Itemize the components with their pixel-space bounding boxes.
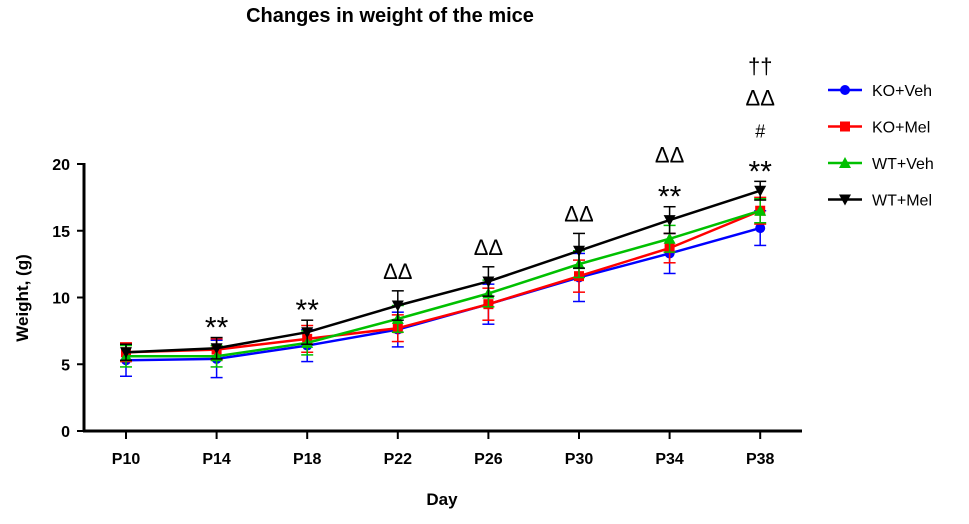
- legend-label: KO+Mel: [872, 120, 930, 137]
- data-point: [754, 185, 767, 197]
- data-point: [301, 327, 314, 339]
- data-point: [839, 194, 851, 206]
- series-WT+Mel: [120, 180, 767, 361]
- significance-annotation: **: [749, 155, 773, 188]
- y-axis-label: Weight, (g): [13, 254, 32, 342]
- x-tick-label: P14: [202, 451, 231, 468]
- legend-item: KO+Mel: [828, 120, 930, 137]
- significance-annotation: ΔΔ: [474, 235, 504, 260]
- significance-annotation: **: [658, 181, 682, 214]
- significance-annotation: ††: [748, 53, 772, 78]
- data-point: [840, 85, 850, 95]
- significance-annotation: #: [755, 121, 765, 141]
- significance-annotation: ΔΔ: [383, 259, 413, 284]
- significance-annotation: **: [205, 312, 229, 345]
- legend-item: WT+Mel: [828, 193, 932, 210]
- data-point: [573, 245, 585, 257]
- legend-item: KO+Veh: [828, 83, 932, 100]
- x-tick-label: P34: [655, 451, 684, 468]
- legend-label: WT+Veh: [872, 156, 934, 173]
- data-point: [755, 223, 766, 234]
- x-tick-label: P26: [474, 451, 503, 468]
- x-tick-label: P30: [565, 451, 594, 468]
- chart-title: Changes in weight of the mice: [246, 5, 534, 27]
- data-point: [482, 276, 495, 288]
- series-line: [125, 209, 761, 354]
- significance-annotation: ΔΔ: [746, 85, 776, 110]
- legend-label: KO+Veh: [872, 83, 932, 100]
- data-point: [663, 215, 676, 227]
- y-tick-label: 15: [52, 224, 70, 241]
- significance-annotation: ΔΔ: [564, 201, 594, 226]
- data-point: [210, 343, 223, 355]
- y-tick-label: 5: [61, 357, 70, 374]
- series-line: [126, 209, 761, 358]
- x-tick-label: P22: [384, 451, 413, 468]
- significance-annotation: ΔΔ: [655, 143, 685, 168]
- x-tick-label: P38: [746, 451, 775, 468]
- data-point: [754, 204, 767, 216]
- legend-item: WT+Veh: [828, 156, 934, 173]
- x-axis-label: Day: [426, 490, 458, 509]
- data-point: [840, 121, 850, 132]
- data-point: [120, 347, 132, 359]
- x-tick-label: P10: [112, 451, 141, 468]
- x-tick-label: P18: [293, 451, 322, 468]
- significance-annotation: **: [296, 294, 320, 327]
- y-tick-label: 20: [52, 157, 70, 174]
- y-tick-label: 0: [61, 424, 70, 441]
- series-line: [125, 189, 761, 354]
- y-tick-label: 10: [52, 291, 70, 308]
- data-point: [663, 232, 676, 244]
- data-point: [391, 300, 404, 312]
- legend-label: WT+Mel: [872, 193, 932, 210]
- data-point: [839, 157, 851, 168]
